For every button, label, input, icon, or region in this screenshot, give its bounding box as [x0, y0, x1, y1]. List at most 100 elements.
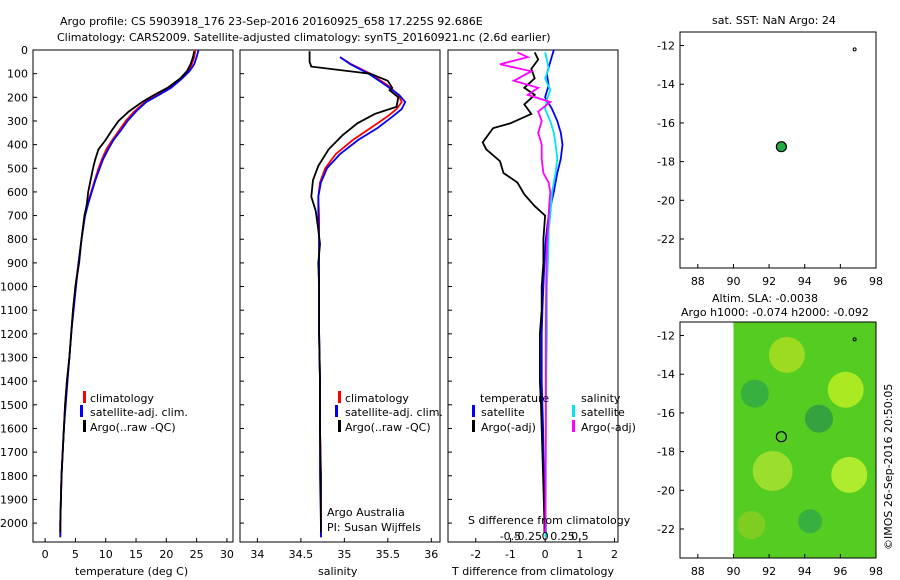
map-x-tick-label: 96 — [833, 565, 847, 578]
depth-tick-label: 1100 — [0, 304, 28, 317]
depth-tick-label: 1700 — [0, 446, 28, 459]
series-t-argo-adj- — [481, 52, 547, 533]
x-tick-label: 0 — [42, 548, 49, 561]
x-tick-label: 30 — [220, 548, 234, 561]
depth-tick-label: 1300 — [0, 352, 28, 365]
figure-title-line2: Climatology: CARS2009. Satellite-adjuste… — [57, 31, 551, 44]
x-tick-label: 35 — [337, 548, 351, 561]
salinity-xlabel: salinity — [318, 565, 358, 578]
legend-swatch-s-argo — [572, 420, 575, 432]
figure-title-line1: Argo profile: CS 5903918_176 23-Sep-2016… — [60, 15, 483, 28]
sla-anomaly-patch — [798, 509, 823, 534]
map-x-tick-label: 92 — [762, 565, 776, 578]
map-y-tick-label: -20 — [657, 194, 675, 207]
map-y-tick-label: -16 — [657, 407, 675, 420]
x-tick-label-secondary: 0.5 — [571, 530, 589, 543]
depth-tick-label: 700 — [7, 210, 28, 223]
depth-tick-label: 1800 — [0, 470, 28, 483]
legend-label-t-satellite: satellite — [481, 406, 525, 419]
map-y-tick-label: -14 — [657, 78, 675, 91]
legend-label-satellite: satellite-adj. clim. — [90, 406, 188, 419]
sla-map: 88 90 92 94 96 98 -12 -14 -16 -18 -20 -22 — [657, 321, 883, 578]
map-y-tick-label: -20 — [657, 484, 675, 497]
series-s-argo-adj- — [499, 51, 553, 533]
x-tick-label: 34.5 — [289, 548, 314, 561]
legend-label-climatology: climatology — [345, 392, 409, 405]
reference-marker — [852, 47, 857, 52]
x-tick-label: 2 — [611, 548, 618, 561]
sla-anomaly-patch — [831, 456, 868, 493]
legend-swatch-satellite — [80, 405, 83, 417]
depth-tick-label: 300 — [7, 115, 28, 128]
map-x-tick-label: 88 — [691, 565, 705, 578]
depth-tick-label: 100 — [7, 68, 28, 81]
map-y-tick-label: -16 — [657, 117, 675, 130]
x-tick-label-secondary: -0.5 — [500, 530, 521, 543]
sla-anomaly-patch — [737, 511, 766, 540]
series-climatology — [59, 49, 197, 538]
x-tick-label-secondary: 0.25 — [550, 530, 575, 543]
x-tick-label: 35.5 — [376, 548, 401, 561]
legend-label-argo: Argo(..raw -QC) — [345, 421, 431, 434]
sst-map: 88 90 92 94 96 98 -12 -14 -16 -18 -20 -22 — [657, 40, 883, 288]
map-x-tick-label: 98 — [869, 275, 883, 288]
map-x-tick-label: 90 — [726, 275, 740, 288]
map-x-tick-label: 94 — [798, 565, 812, 578]
depth-tick-label: 200 — [7, 91, 28, 104]
sla-map-title-2: Argo h1000: -0.074 h2000: -0.092 — [681, 306, 869, 319]
x-tick-label: 0 — [542, 548, 549, 561]
difference-panel-frame — [447, 49, 619, 543]
pi-annotation: PI: Susan Wijffels — [327, 521, 421, 534]
legend-header-temperature: temperature — [480, 392, 549, 405]
sla-anomaly-patch — [827, 371, 864, 408]
legend-label-satellite: satellite-adj. clim. — [345, 406, 443, 419]
legend-label-t-argo: Argo(-adj) — [481, 421, 536, 434]
x-tick-label: 25 — [190, 548, 204, 561]
map-y-tick-label: -18 — [657, 446, 675, 459]
depth-tick-label: 1600 — [0, 422, 28, 435]
x-tick-label: 15 — [129, 548, 143, 561]
depth-tick-label: 0 — [21, 44, 28, 57]
float-position-marker — [775, 431, 787, 443]
series-satellite-adj-clim- — [317, 56, 407, 538]
legend-header-salinity: salinity — [581, 392, 621, 405]
series-satellite-adj-clim- — [59, 49, 200, 538]
salinity-panel-frame — [239, 49, 441, 543]
salinity-plot: 34 34.5 35 35.5 36 — [250, 51, 438, 561]
sst-map-title: sat. SST: NaN Argo: 24 — [712, 14, 836, 27]
depth-tick-label: 1500 — [0, 399, 28, 412]
depth-tick-label: 800 — [7, 233, 28, 246]
legend-swatch-t-satellite — [472, 405, 475, 417]
s-difference-label: S difference from climatology — [468, 514, 631, 527]
legend-swatch-t-argo — [472, 420, 475, 432]
float-position-marker — [775, 141, 787, 153]
map-y-tick-label: -14 — [657, 368, 675, 381]
institution-annotation: Argo Australia — [327, 506, 405, 519]
x-tick-label: 36 — [424, 548, 438, 561]
series-argo-raw-qc- — [308, 51, 400, 533]
legend-label-s-argo: Argo(-adj) — [581, 421, 636, 434]
map-x-tick-label: 96 — [833, 275, 847, 288]
x-tick-label: -1 — [505, 548, 516, 561]
map-y-tick-label: -12 — [657, 330, 675, 343]
difference-plot: -2 -1 0 1 2 -0.5-0.25 0 0.250.5 — [470, 49, 618, 561]
x-tick-label: 1 — [576, 548, 583, 561]
map-y-tick-label: -22 — [657, 233, 675, 246]
depth-axis: 0 100 200 300 400 500 600 700 800 900 1000 1100 1200… — [0, 44, 452, 530]
t-difference-label: T difference from climatology — [451, 565, 614, 578]
legend-swatch-satellite — [335, 405, 338, 417]
depth-tick-label: 600 — [7, 186, 28, 199]
depth-tick-label: 1900 — [0, 493, 28, 506]
legend-swatch-climatology — [338, 391, 341, 403]
legend-swatch-climatology — [83, 391, 86, 403]
reference-marker — [852, 337, 857, 342]
temperature-plot: 0 5 10 15 20 25 30 — [42, 49, 234, 561]
imos-stamp: ©IMOS 26-Sep-2016 20:50:05 — [882, 384, 895, 550]
depth-tick-label: 900 — [7, 257, 28, 270]
depth-tick-label: 1000 — [0, 281, 28, 294]
x-tick-label: 34 — [250, 548, 264, 561]
map-y-tick-label: -12 — [657, 40, 675, 53]
series-argo-raw-qc- — [59, 51, 196, 533]
temperature-xlabel: temperature (deg C) — [75, 565, 188, 578]
depth-tick-label: 1400 — [0, 375, 28, 388]
